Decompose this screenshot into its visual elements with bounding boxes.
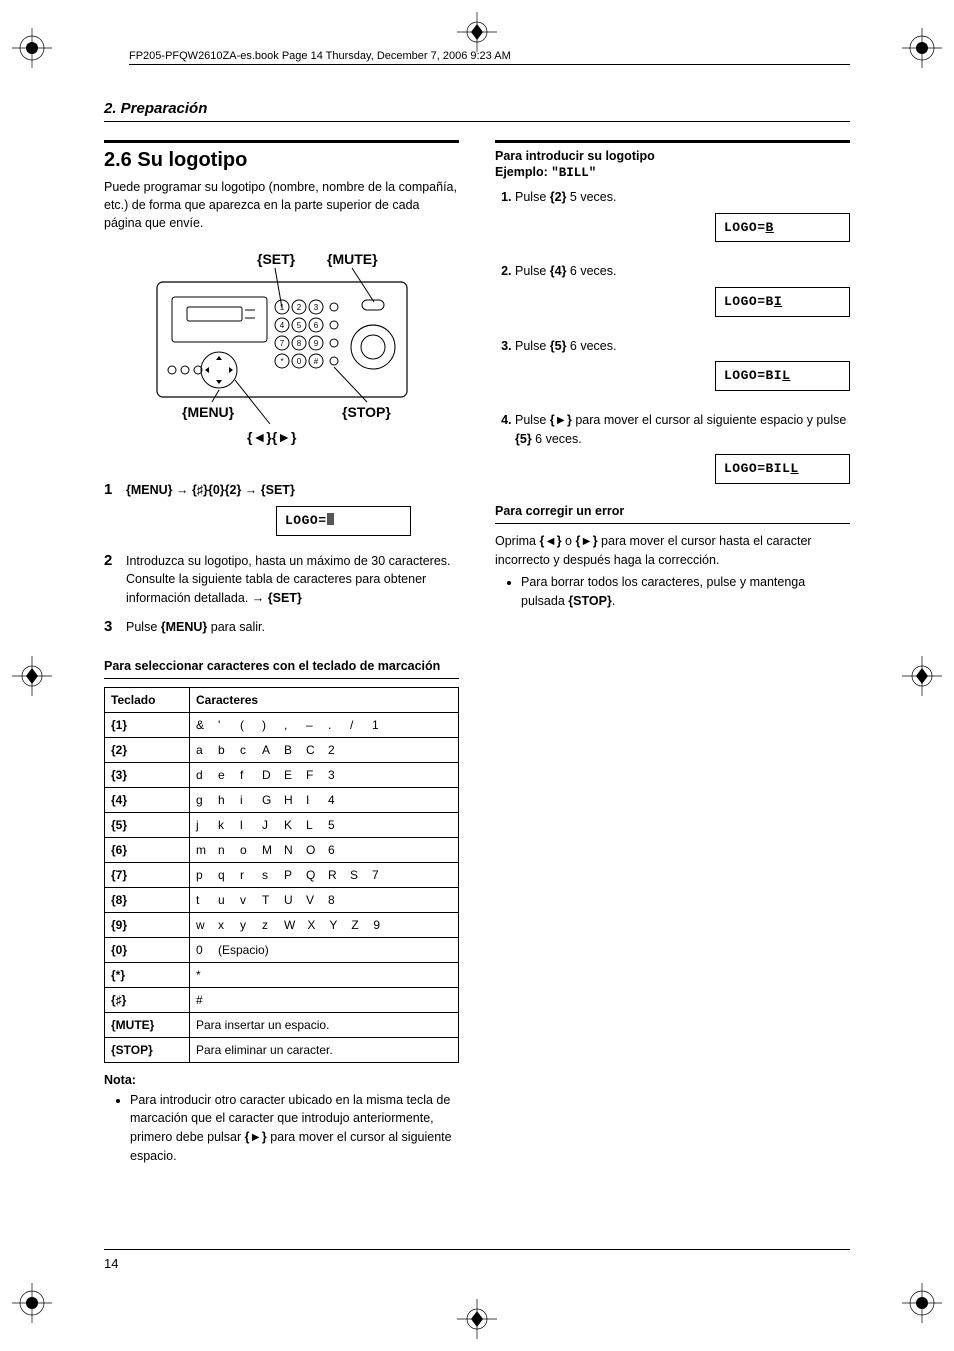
example-line: Ejemplo: "BILL": [495, 165, 850, 180]
lcd-display: LOGO=BI: [715, 287, 850, 317]
svg-text:{MENU}: {MENU}: [182, 404, 235, 420]
crop-mark-icon: [902, 656, 942, 696]
table-chars: 0(Espacio): [190, 937, 459, 962]
page-title: 2.6 Su logotipo: [104, 149, 459, 172]
svg-text:2: 2: [296, 303, 301, 312]
table-chars: wxyzWXYZ9: [190, 912, 459, 937]
table-key: {6}: [105, 837, 190, 862]
svg-text:3: 3: [313, 303, 318, 312]
table-chars: defDEF3: [190, 762, 459, 787]
svg-text:0: 0: [296, 357, 301, 366]
table-chars: abcABC2: [190, 737, 459, 762]
svg-text:9: 9: [313, 339, 318, 348]
lcd-display: LOGO=BIL: [715, 361, 850, 391]
svg-text:4: 4: [279, 321, 284, 330]
correction-bullet: Para borrar todos los caracteres, pulse …: [521, 573, 850, 611]
col-keypad: Teclado: [105, 687, 190, 712]
table-key: {7}: [105, 862, 190, 887]
table-key: {♯}: [105, 987, 190, 1012]
table-key: {8}: [105, 887, 190, 912]
example-step: Pulse {5} 6 veces.LOGO=BIL: [515, 337, 850, 391]
step-sequence: {MENU} → {♯}{0}{2} → {SET}: [126, 483, 295, 497]
svg-text:#: #: [313, 357, 318, 366]
col-chars: Caracteres: [190, 687, 459, 712]
step-number: 3: [104, 618, 126, 637]
character-table: Teclado Caracteres {1}&'(),–./1{2}abcABC…: [104, 687, 459, 1063]
table-key: {4}: [105, 787, 190, 812]
lcd-display: LOGO=B: [715, 213, 850, 243]
table-chars: tuvTUV8: [190, 887, 459, 912]
correction-heading: Para corregir un error: [495, 504, 850, 524]
correction-text: Oprima {◄} o {►} para mover el cursor ha…: [495, 532, 850, 570]
note-label: Nota:: [104, 1073, 459, 1087]
example-step: Pulse {►} para mover el cursor al siguie…: [515, 411, 850, 484]
example-step: Pulse {2} 5 veces.LOGO=B: [515, 188, 850, 242]
table-chars: *: [190, 962, 459, 987]
table-key: {1}: [105, 712, 190, 737]
table-chars: pqrsPQRS7: [190, 862, 459, 887]
book-header: FP205-PFQW2610ZA-es.book Page 14 Thursda…: [129, 50, 850, 65]
crop-mark-icon: [12, 1283, 52, 1323]
step-number: 1: [104, 481, 126, 541]
table-key: {2}: [105, 737, 190, 762]
crop-mark-icon: [902, 28, 942, 68]
table-chars: Para eliminar un caracter.: [190, 1037, 459, 1062]
svg-text:8: 8: [296, 339, 301, 348]
table-key: {0}: [105, 937, 190, 962]
table-chars: #: [190, 987, 459, 1012]
svg-text:6: 6: [313, 321, 318, 330]
table-key: {MUTE}: [105, 1012, 190, 1037]
step-number: 2: [104, 552, 126, 608]
svg-text:{SET}: {SET}: [257, 252, 296, 267]
crop-mark-icon: [12, 656, 52, 696]
svg-text:*: *: [280, 357, 283, 366]
crop-mark-icon: [12, 28, 52, 68]
table-key: {5}: [105, 812, 190, 837]
note-bullet: Para introducir otro caracter ubicado en…: [130, 1091, 459, 1166]
table-chars: Para insertar un espacio.: [190, 1012, 459, 1037]
table-key: {*}: [105, 962, 190, 987]
svg-text:{◄}{►}: {◄}{►}: [247, 429, 297, 445]
step-text: Pulse {MENU} para salir.: [126, 618, 459, 637]
device-diagram: {SET} {MUTE}: [104, 252, 459, 457]
svg-text:{MUTE}: {MUTE}: [327, 252, 378, 267]
svg-text:1: 1: [279, 303, 284, 312]
table-key: {3}: [105, 762, 190, 787]
lcd-display: LOGO=: [276, 506, 411, 536]
table-key: {STOP}: [105, 1037, 190, 1062]
crop-mark-icon: [902, 1283, 942, 1323]
svg-text:7: 7: [279, 339, 284, 348]
step-text: Introduzca su logotipo, hasta un máximo …: [126, 552, 459, 608]
table-chars: ghiGHI4: [190, 787, 459, 812]
table-chars: jklJKL5: [190, 812, 459, 837]
page-number: 14: [104, 1256, 850, 1271]
char-table-heading: Para seleccionar caracteres con el tecla…: [104, 659, 459, 679]
crop-mark-icon: [457, 1299, 497, 1339]
lcd-display: LOGO=BILL: [715, 454, 850, 484]
intro-text: Puede programar su logotipo (nombre, nom…: [104, 178, 459, 232]
table-chars: &'(),–./1: [190, 712, 459, 737]
crop-mark-icon: [457, 12, 497, 52]
svg-text:{STOP}: {STOP}: [342, 404, 391, 420]
right-heading: Para introducir su logotipo: [495, 149, 850, 163]
svg-text:5: 5: [296, 321, 301, 330]
example-step: Pulse {4} 6 veces.LOGO=BI: [515, 262, 850, 316]
section-label: 2. Preparación: [104, 100, 850, 122]
table-chars: mnoMNO6: [190, 837, 459, 862]
table-key: {9}: [105, 912, 190, 937]
